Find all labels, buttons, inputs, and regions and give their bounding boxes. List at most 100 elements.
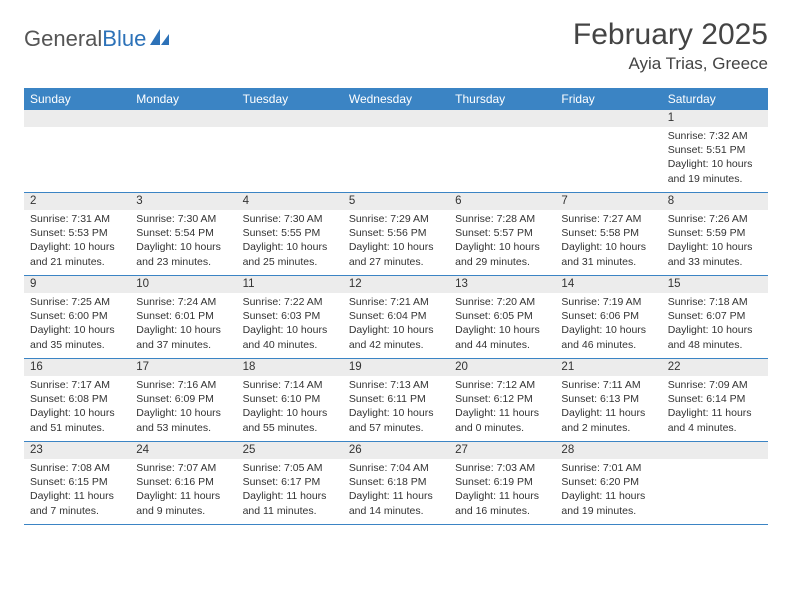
sunset: Sunset: 6:15 PM [30, 475, 124, 489]
day-info: Sunrise: 7:25 AMSunset: 6:00 PMDaylight:… [24, 293, 130, 356]
day-header-sat: Saturday [662, 88, 768, 110]
sunrise: Sunrise: 7:11 AM [561, 378, 655, 392]
header: GeneralBlue February 2025 Ayia Trias, Gr… [24, 18, 768, 74]
day-info: Sunrise: 7:13 AMSunset: 6:11 PMDaylight:… [343, 376, 449, 439]
sunrise: Sunrise: 7:01 AM [561, 461, 655, 475]
sunset: Sunset: 6:05 PM [455, 309, 549, 323]
day-info: Sunrise: 7:30 AMSunset: 5:54 PMDaylight:… [130, 210, 236, 273]
day-number: 21 [555, 359, 661, 376]
day-number: 6 [449, 193, 555, 210]
day-cell: 21Sunrise: 7:11 AMSunset: 6:13 PMDayligh… [555, 359, 661, 441]
daylight: Daylight: 10 hours and 53 minutes. [136, 406, 230, 434]
day-number: 14 [555, 276, 661, 293]
daylight: Daylight: 10 hours and 33 minutes. [668, 240, 762, 268]
sunrise: Sunrise: 7:30 AM [136, 212, 230, 226]
sunset: Sunset: 6:11 PM [349, 392, 443, 406]
day-cell: 7Sunrise: 7:27 AMSunset: 5:58 PMDaylight… [555, 193, 661, 275]
day-cell: 8Sunrise: 7:26 AMSunset: 5:59 PMDaylight… [662, 193, 768, 275]
calendar: Sunday Monday Tuesday Wednesday Thursday… [24, 88, 768, 525]
week-row: 2Sunrise: 7:31 AMSunset: 5:53 PMDaylight… [24, 193, 768, 276]
day-number: 20 [449, 359, 555, 376]
day-number [555, 110, 661, 127]
day-number [130, 110, 236, 127]
day-cell: 25Sunrise: 7:05 AMSunset: 6:17 PMDayligh… [237, 442, 343, 524]
day-info: Sunrise: 7:01 AMSunset: 6:20 PMDaylight:… [555, 459, 661, 522]
sunrise: Sunrise: 7:30 AM [243, 212, 337, 226]
day-cell [449, 110, 555, 192]
day-cell [130, 110, 236, 192]
day-cell [343, 110, 449, 192]
day-cell: 13Sunrise: 7:20 AMSunset: 6:05 PMDayligh… [449, 276, 555, 358]
day-header-wed: Wednesday [343, 88, 449, 110]
daylight: Daylight: 11 hours and 19 minutes. [561, 489, 655, 517]
daylight: Daylight: 11 hours and 0 minutes. [455, 406, 549, 434]
sunrise: Sunrise: 7:03 AM [455, 461, 549, 475]
logo: GeneralBlue [24, 26, 171, 52]
daylight: Daylight: 10 hours and 29 minutes. [455, 240, 549, 268]
day-info: Sunrise: 7:20 AMSunset: 6:05 PMDaylight:… [449, 293, 555, 356]
sunset: Sunset: 6:16 PM [136, 475, 230, 489]
sunrise: Sunrise: 7:29 AM [349, 212, 443, 226]
day-number: 24 [130, 442, 236, 459]
sunrise: Sunrise: 7:24 AM [136, 295, 230, 309]
sunset: Sunset: 6:18 PM [349, 475, 443, 489]
day-number: 19 [343, 359, 449, 376]
day-number: 11 [237, 276, 343, 293]
day-cell: 20Sunrise: 7:12 AMSunset: 6:12 PMDayligh… [449, 359, 555, 441]
daylight: Daylight: 10 hours and 48 minutes. [668, 323, 762, 351]
logo-sail-icon [149, 26, 171, 52]
sunrise: Sunrise: 7:26 AM [668, 212, 762, 226]
day-number: 25 [237, 442, 343, 459]
day-number: 7 [555, 193, 661, 210]
sunrise: Sunrise: 7:18 AM [668, 295, 762, 309]
day-info: Sunrise: 7:29 AMSunset: 5:56 PMDaylight:… [343, 210, 449, 273]
week-row: 1Sunrise: 7:32 AMSunset: 5:51 PMDaylight… [24, 110, 768, 193]
daylight: Daylight: 10 hours and 57 minutes. [349, 406, 443, 434]
day-headers: Sunday Monday Tuesday Wednesday Thursday… [24, 88, 768, 110]
daylight: Daylight: 10 hours and 25 minutes. [243, 240, 337, 268]
day-cell: 6Sunrise: 7:28 AMSunset: 5:57 PMDaylight… [449, 193, 555, 275]
sunset: Sunset: 6:10 PM [243, 392, 337, 406]
day-info: Sunrise: 7:08 AMSunset: 6:15 PMDaylight:… [24, 459, 130, 522]
sunset: Sunset: 5:56 PM [349, 226, 443, 240]
day-header-sun: Sunday [24, 88, 130, 110]
sunset: Sunset: 6:14 PM [668, 392, 762, 406]
logo-text-2: Blue [102, 26, 146, 52]
day-cell [237, 110, 343, 192]
day-cell: 27Sunrise: 7:03 AMSunset: 6:19 PMDayligh… [449, 442, 555, 524]
sunset: Sunset: 5:51 PM [668, 143, 762, 157]
weeks-container: 1Sunrise: 7:32 AMSunset: 5:51 PMDaylight… [24, 110, 768, 525]
sunrise: Sunrise: 7:14 AM [243, 378, 337, 392]
day-cell: 5Sunrise: 7:29 AMSunset: 5:56 PMDaylight… [343, 193, 449, 275]
day-cell: 11Sunrise: 7:22 AMSunset: 6:03 PMDayligh… [237, 276, 343, 358]
sunrise: Sunrise: 7:27 AM [561, 212, 655, 226]
sunset: Sunset: 6:12 PM [455, 392, 549, 406]
daylight: Daylight: 10 hours and 35 minutes. [30, 323, 124, 351]
day-info: Sunrise: 7:04 AMSunset: 6:18 PMDaylight:… [343, 459, 449, 522]
day-cell [555, 110, 661, 192]
day-info: Sunrise: 7:19 AMSunset: 6:06 PMDaylight:… [555, 293, 661, 356]
day-cell: 23Sunrise: 7:08 AMSunset: 6:15 PMDayligh… [24, 442, 130, 524]
sunrise: Sunrise: 7:13 AM [349, 378, 443, 392]
day-info: Sunrise: 7:32 AMSunset: 5:51 PMDaylight:… [662, 127, 768, 190]
day-header-tue: Tuesday [237, 88, 343, 110]
daylight: Daylight: 10 hours and 46 minutes. [561, 323, 655, 351]
day-cell: 18Sunrise: 7:14 AMSunset: 6:10 PMDayligh… [237, 359, 343, 441]
day-info: Sunrise: 7:24 AMSunset: 6:01 PMDaylight:… [130, 293, 236, 356]
title-block: February 2025 Ayia Trias, Greece [573, 18, 768, 74]
sunrise: Sunrise: 7:08 AM [30, 461, 124, 475]
daylight: Daylight: 10 hours and 55 minutes. [243, 406, 337, 434]
day-number: 23 [24, 442, 130, 459]
sunrise: Sunrise: 7:04 AM [349, 461, 443, 475]
daylight: Daylight: 10 hours and 19 minutes. [668, 157, 762, 185]
day-cell: 15Sunrise: 7:18 AMSunset: 6:07 PMDayligh… [662, 276, 768, 358]
logo-text-1: General [24, 26, 102, 52]
day-cell: 3Sunrise: 7:30 AMSunset: 5:54 PMDaylight… [130, 193, 236, 275]
sunset: Sunset: 5:58 PM [561, 226, 655, 240]
day-cell: 4Sunrise: 7:30 AMSunset: 5:55 PMDaylight… [237, 193, 343, 275]
day-cell: 19Sunrise: 7:13 AMSunset: 6:11 PMDayligh… [343, 359, 449, 441]
day-number: 5 [343, 193, 449, 210]
day-number [343, 110, 449, 127]
day-info: Sunrise: 7:07 AMSunset: 6:16 PMDaylight:… [130, 459, 236, 522]
day-cell: 24Sunrise: 7:07 AMSunset: 6:16 PMDayligh… [130, 442, 236, 524]
